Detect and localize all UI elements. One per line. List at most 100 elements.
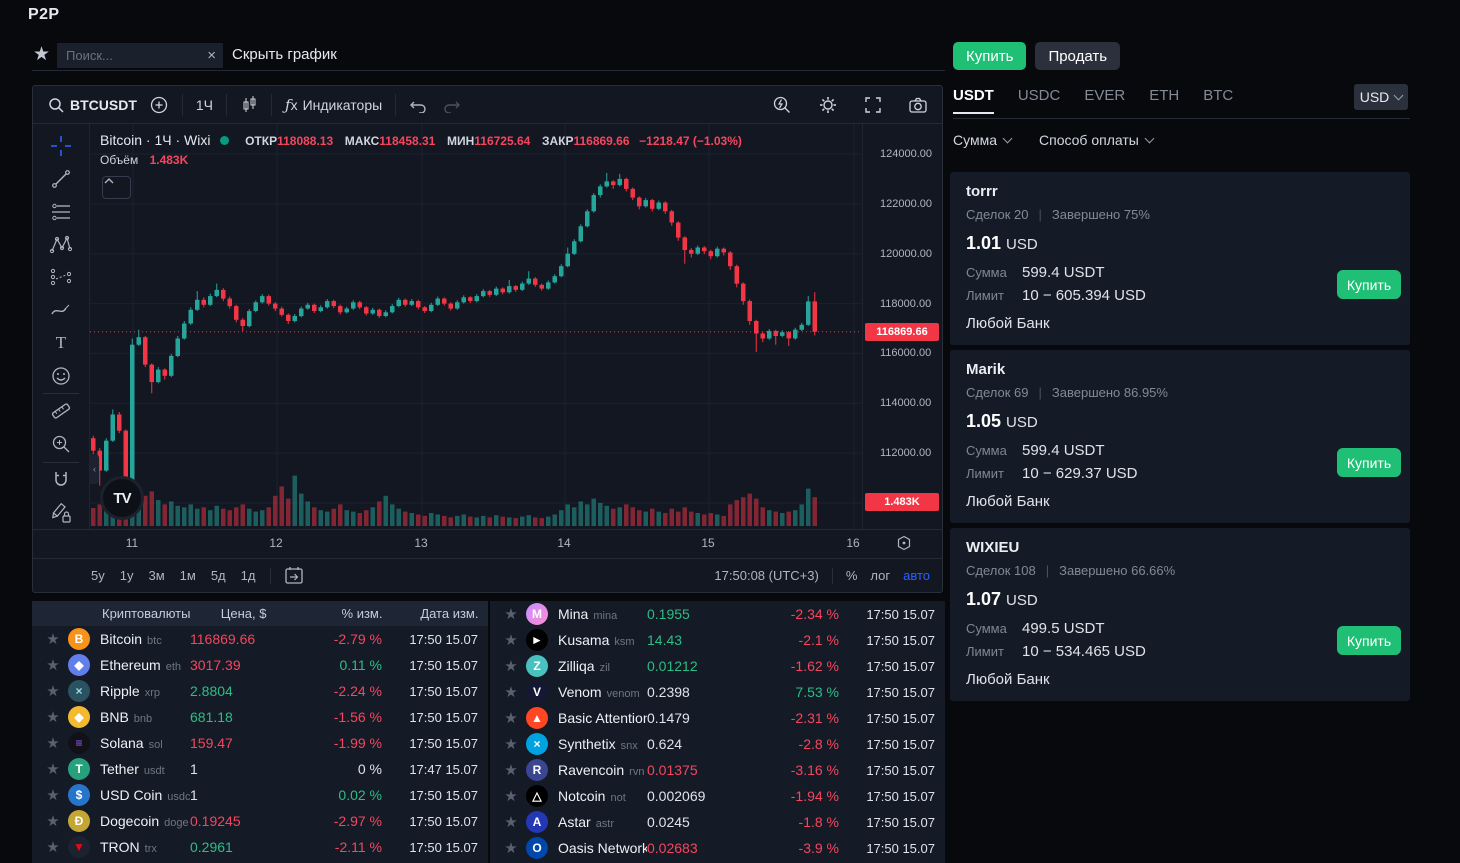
percent-scale-button[interactable]: % (845, 568, 858, 583)
tab-ever[interactable]: EVER (1084, 87, 1126, 104)
zoom-in-tool[interactable] (33, 428, 89, 461)
tradingview-logo[interactable]: TV (100, 476, 144, 520)
table-row[interactable]: ★ R Ravencoin rvn 0.01375 -3.16 % 17:50 15.07 (490, 757, 945, 783)
table-row[interactable]: ★ O Oasis Networkrose0.02683 -3.9 % 17:50 15… (490, 835, 945, 861)
search-input[interactable] (64, 47, 208, 64)
table-row[interactable]: ★ $ USD Coin usdc 1 0.02 % 17:50 15.07 (32, 782, 488, 808)
buy-mode-button[interactable]: Купить (953, 42, 1027, 70)
redo-button[interactable] (435, 94, 467, 116)
favorite-star-icon[interactable]: ★ (46, 787, 60, 804)
table-row[interactable]: ★ ▲ Basic Attentionbat0.1479 -2.31 % 17:50 1… (490, 705, 945, 731)
clear-search-icon[interactable]: × (207, 47, 216, 64)
table-row[interactable]: ★ ◆ Ethereum eth 3017.39 0.11 % 17:50 15.07 (32, 652, 488, 678)
offer-merchant-name[interactable]: WIXIEU (966, 539, 1020, 556)
auto-scale-button[interactable]: авто (903, 568, 930, 583)
table-row[interactable]: ★ B Bitcoin btc 116869.66 -2.79 % 17:50 15.07 (32, 626, 488, 652)
tab-btc[interactable]: BTC (1203, 87, 1234, 104)
drawing-toolbar-collapse-handle[interactable]: ‹ (90, 454, 99, 484)
offer-buy-button[interactable]: Купить (1337, 626, 1401, 655)
favorite-star-icon[interactable]: ★ (46, 735, 60, 752)
fiat-currency-select[interactable]: USD (1354, 84, 1408, 110)
range-button-3м[interactable]: 3м (148, 568, 165, 583)
table-row[interactable]: ★ A Astar astr 0.0245 -1.8 % 17:50 15.07 (490, 809, 945, 835)
candle-style-button[interactable] (234, 92, 264, 118)
tab-usdc[interactable]: USDC (1017, 87, 1061, 104)
lock-drawings-tool[interactable] (33, 496, 89, 529)
favorite-star-icon[interactable]: ★ (504, 710, 518, 727)
undo-button[interactable] (403, 94, 435, 116)
favorite-star-icon[interactable]: ★ (46, 839, 60, 856)
payment-method-filter[interactable]: Способ оплаты (1039, 132, 1155, 148)
fullscreen-icon[interactable] (858, 93, 888, 117)
go-to-date-button[interactable] (284, 566, 304, 585)
favorite-star-icon[interactable]: ★ (46, 683, 60, 700)
favorite-star-icon[interactable]: ★ (46, 761, 60, 778)
offer-merchant-name[interactable]: Marik (966, 361, 1006, 378)
sell-mode-button[interactable]: Продать (1035, 42, 1121, 70)
table-row[interactable]: ★ ▼ TRON trx 0.2961 -2.11 % 17:50 15.07 (32, 834, 488, 860)
price-axis[interactable]: 124000.00 122000.00 120000.00 118000.00 1160… (862, 124, 942, 529)
snapshot-camera-icon[interactable] (902, 93, 934, 117)
table-row[interactable]: ★ ≡ Solana sol 159.47 -1.99 % 17:50 15.07 (32, 730, 488, 756)
favorite-star-icon[interactable]: ★ (504, 788, 518, 805)
offer-buy-button[interactable]: Купить (1337, 448, 1401, 477)
trend-line-tool[interactable] (33, 163, 89, 196)
table-row[interactable]: ★ × Synthetix snx 0.624 -2.8 % 17:50 15.07 (490, 731, 945, 757)
chart-plot-area[interactable]: Bitcoin · 1Ч · Wixi ОТКР118088.13 МАКС11… (90, 124, 862, 529)
favorite-star-icon[interactable]: ★ (504, 736, 518, 753)
hide-chart-link[interactable]: Скрыть график (232, 46, 337, 63)
log-scale-button[interactable]: лог (870, 568, 891, 583)
offer-buy-button[interactable]: Купить (1337, 270, 1401, 299)
clock-label[interactable]: 17:50:08 (UTC+3) (714, 568, 819, 583)
quick-search-button[interactable] (766, 92, 798, 118)
favorite-star-icon[interactable]: ★ (504, 814, 518, 831)
table-row[interactable]: ★ Đ Dogecoin doge 0.19245 -2.97 % 17:50 15.07 (32, 808, 488, 834)
table-row[interactable]: ★ M Mina mina 0.1955 -2.34 % 17:50 15.07 (490, 601, 945, 627)
table-row[interactable]: ★ △ Notcoin not 0.002069 -1.94 % 17:50 15.07 (490, 783, 945, 809)
table-row[interactable]: ★ ◆ BNB bnb 681.18 -1.56 % 17:50 15.07 (32, 704, 488, 730)
range-button-5y[interactable]: 5y (91, 568, 105, 583)
table-row[interactable]: ★ T Tether usdt 1 0 % 17:47 15.07 (32, 756, 488, 782)
crosshair-tool[interactable] (33, 130, 89, 163)
time-axis[interactable]: 11 12 13 14 15 16 (33, 529, 942, 558)
favorite-star-icon[interactable]: ★ (46, 813, 60, 830)
favorite-star-icon[interactable]: ★ (504, 762, 518, 779)
favorite-star-icon[interactable]: ★ (46, 631, 60, 648)
interval-button[interactable]: 1Ч (195, 96, 214, 113)
search-box[interactable]: × (57, 43, 223, 68)
favorite-star-icon[interactable]: ★ (46, 709, 60, 726)
brush-tool[interactable] (33, 294, 89, 327)
magnet-tool[interactable] (33, 464, 89, 497)
axis-settings-icon[interactable] (896, 535, 912, 554)
xabcd-pattern-tool[interactable] (33, 228, 89, 261)
settings-gear-icon[interactable] (812, 92, 844, 118)
favorite-star-icon[interactable]: ★ (504, 632, 518, 649)
range-button-1y[interactable]: 1y (119, 568, 134, 583)
favorite-star-icon[interactable]: ★ (504, 684, 518, 701)
favorite-star-icon[interactable]: ★ (504, 658, 518, 675)
favorites-star-icon[interactable]: ★ (33, 44, 51, 65)
tab-eth[interactable]: ETH (1149, 87, 1180, 104)
table-row[interactable]: ★ × Ripple xrp 2.8804 -2.24 % 17:50 15.07 (32, 678, 488, 704)
favorite-star-icon[interactable]: ★ (46, 657, 60, 674)
measure-ruler-tool[interactable] (33, 395, 89, 428)
fib-lines-tool[interactable] (33, 196, 89, 229)
compare-button[interactable] (143, 92, 175, 118)
indicators-button[interactable]: ƒx Индикаторы (279, 93, 388, 117)
table-row[interactable]: ★ V Venom venom 0.2398 7.53 % 17:50 15.07 (490, 679, 945, 705)
forecast-tool[interactable] (33, 261, 89, 294)
range-button-5д[interactable]: 5д (210, 568, 226, 583)
favorite-star-icon[interactable]: ★ (504, 840, 518, 857)
offer-merchant-name[interactable]: torrr (966, 183, 998, 200)
legend-collapse-button[interactable] (102, 176, 131, 199)
favorite-star-icon[interactable]: ★ (504, 606, 518, 623)
range-button-1д[interactable]: 1д (240, 568, 256, 583)
range-button-1м[interactable]: 1м (179, 568, 196, 583)
amount-filter[interactable]: Сумма (953, 132, 1013, 148)
table-row[interactable]: ★ ► Kusama ksm 14.43 -2.1 % 17:50 15.07 (490, 627, 945, 653)
tab-usdt[interactable]: USDT (953, 87, 994, 114)
emoji-tool[interactable] (33, 359, 89, 392)
symbol-search-button[interactable]: BTCUSDT (41, 93, 143, 117)
text-tool[interactable]: T (55, 332, 67, 352)
table-row[interactable]: ★ Z Zilliqa zil 0.01212 -1.62 % 17:50 15.07 (490, 653, 945, 679)
